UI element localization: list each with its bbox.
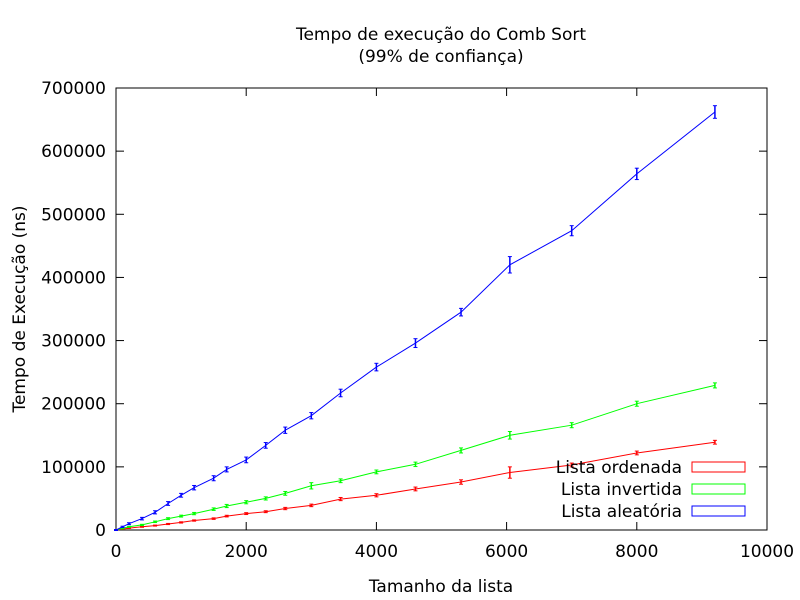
x-tick-label: 6000 — [485, 542, 528, 562]
series-line — [115, 441, 715, 531]
legend-swatch — [691, 461, 746, 473]
chart-title: Tempo de execução do Comb Sort — [295, 25, 586, 45]
x-tick-label: 8000 — [615, 542, 658, 562]
legend-swatch — [691, 483, 746, 495]
plot-frame — [115, 87, 768, 531]
x-tick-label: 0 — [111, 542, 122, 562]
y-tick-label: 100000 — [41, 458, 106, 478]
x-tick-label: 4000 — [355, 542, 398, 562]
y-tick-label: 400000 — [41, 268, 106, 288]
x-tick-label: 10000 — [740, 542, 794, 562]
y-tick-label: 600000 — [41, 142, 106, 162]
y-axis: 0 100000 200000 300000 400000 500000 600000 700… — [41, 79, 767, 541]
y-axis-label: Tempo de Execução (ns) — [10, 205, 30, 413]
series-layer — [114, 105, 717, 532]
y-tick-label: 300000 — [41, 332, 106, 352]
x-axis: 0 2000 4000 6000 8000 10000 — [111, 88, 794, 562]
y-tick-label: 0 — [95, 521, 106, 541]
legend-swatch — [691, 505, 746, 517]
legend-label: Lista aleatória — [561, 502, 682, 522]
chart-subtitle: (99% de confiança) — [358, 47, 523, 67]
x-axis-label: Tamanho da lista — [368, 577, 513, 597]
x-tick-label: 2000 — [225, 542, 268, 562]
series-2 — [114, 105, 717, 532]
series-0 — [114, 439, 717, 531]
legend-label: Lista invertida — [561, 480, 682, 500]
legend-label: Lista ordenada — [556, 458, 682, 478]
y-tick-label: 500000 — [41, 205, 106, 225]
series-line — [115, 111, 716, 531]
y-tick-label: 200000 — [41, 395, 106, 415]
series-line — [115, 384, 716, 531]
y-tick-label: 700000 — [41, 79, 106, 99]
